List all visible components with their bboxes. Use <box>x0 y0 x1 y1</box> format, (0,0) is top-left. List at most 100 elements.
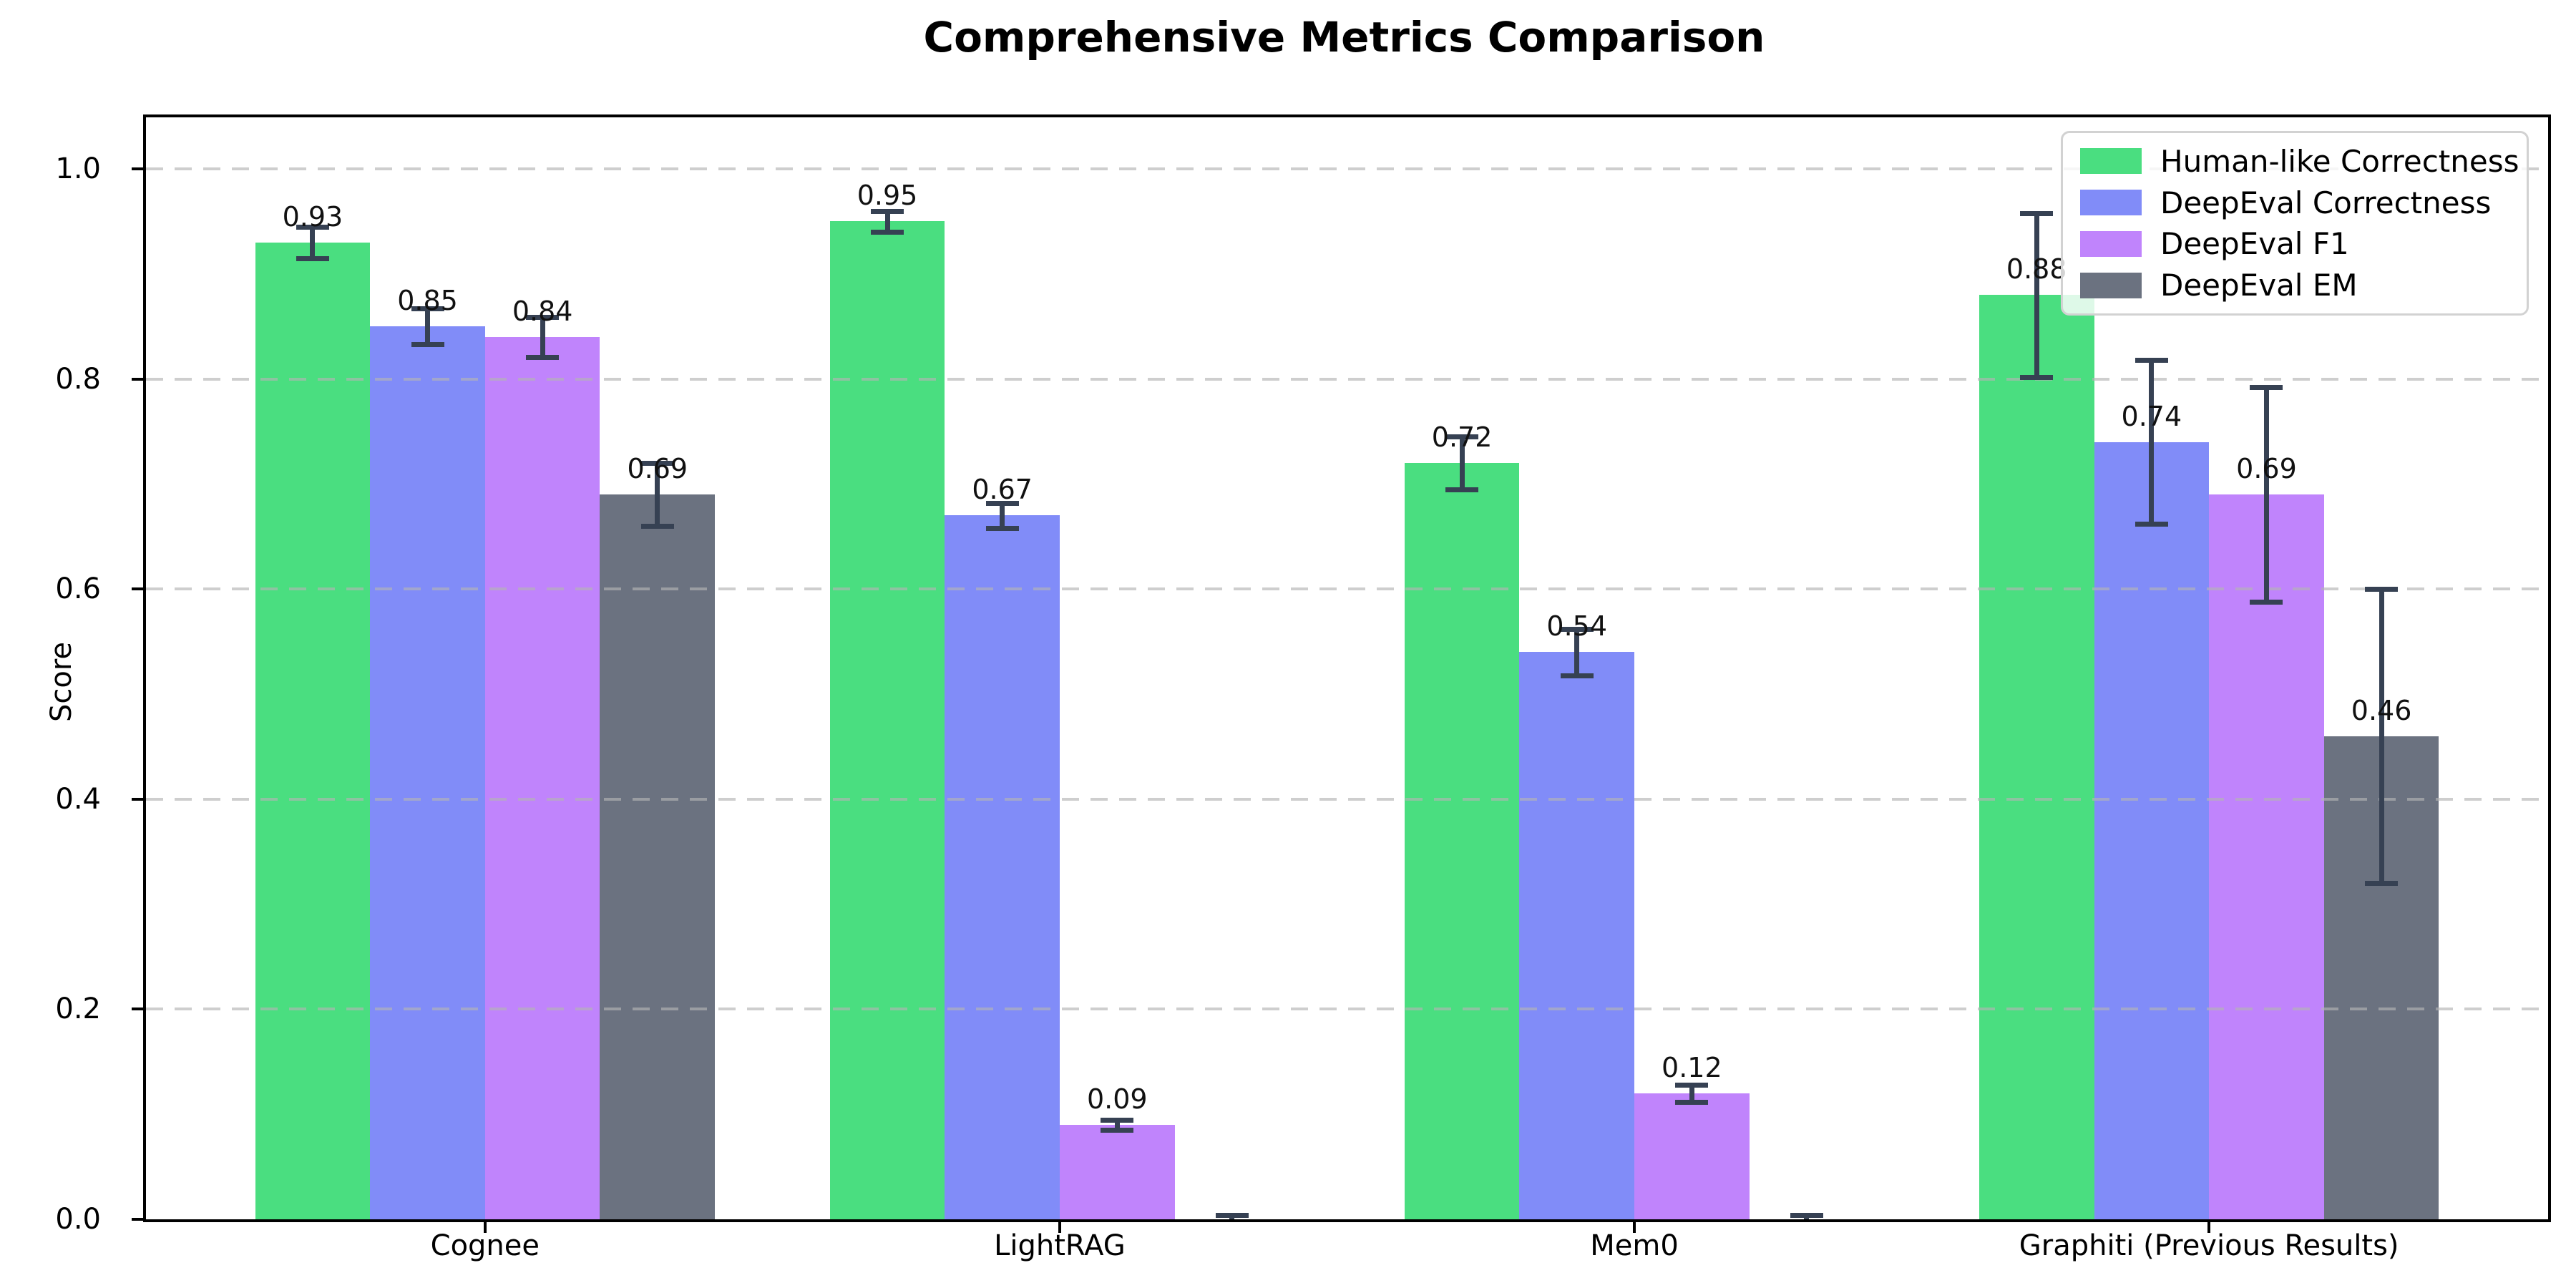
error-bar-cap-bottom <box>2250 599 2283 605</box>
error-bar <box>884 210 890 233</box>
error-bar-cap-top <box>296 224 329 230</box>
bar-value-label: 0.84 <box>512 295 573 327</box>
error-bar-cap-top <box>640 460 674 466</box>
x-tick-label-3: Mem0 <box>1590 1229 1679 1262</box>
error-bar <box>2263 387 2269 602</box>
bar <box>1059 1124 1175 1219</box>
bar-value-label: 0.85 <box>397 285 458 317</box>
bar-value-label: 0.12 <box>1662 1051 1722 1083</box>
y-tick <box>132 377 143 381</box>
y-tick <box>132 1008 143 1011</box>
gridline-0.8 <box>146 377 2548 381</box>
x-tick <box>1633 1222 1636 1233</box>
error-bar-cap-top <box>985 500 1019 506</box>
error-bar-cap-bottom <box>1675 1099 1709 1105</box>
error-bar-cap-bottom <box>1560 673 1594 678</box>
y-tick-label: 0.0 <box>55 1203 101 1236</box>
error-bar-cap-bottom <box>296 255 329 261</box>
bar <box>370 326 485 1219</box>
gridline-1.0 <box>146 167 2548 170</box>
bar <box>1979 295 2094 1219</box>
legend-swatch-icon <box>2080 190 2142 216</box>
legend-item: DeepEval Correctness <box>2080 185 2527 220</box>
legend-item: DeepEval F1 <box>2080 226 2527 261</box>
legend-label: Human-like Correctness <box>2160 143 2519 179</box>
bar <box>945 515 1060 1219</box>
y-tick <box>132 797 143 801</box>
legend-swatch-icon <box>2080 272 2142 298</box>
error-bar <box>425 308 431 345</box>
y-tick <box>132 167 143 170</box>
gridline-0.4 <box>146 797 2548 801</box>
error-bar <box>540 316 545 357</box>
bar-value-label: 0.54 <box>1546 610 1608 643</box>
error-bar-cap-top <box>2135 358 2168 364</box>
error-bar-cap-top <box>526 314 560 320</box>
error-bar <box>1459 436 1465 489</box>
error-bar-cap-top <box>1675 1083 1709 1088</box>
error-bar-cap-top <box>2250 385 2283 391</box>
legend-swatch-icon <box>2080 230 2142 257</box>
error-bar-cap-bottom <box>640 524 674 530</box>
legend-swatch-icon <box>2080 148 2142 175</box>
x-tick-label-2: LightRAG <box>994 1229 1126 1262</box>
error-bar-cap-top <box>1101 1117 1134 1123</box>
bar-value-label: 0.93 <box>282 200 343 233</box>
error-bar-cap-bottom <box>411 342 444 348</box>
bar-value-label: 0.67 <box>972 474 1033 506</box>
error-bar-cap-top <box>2020 210 2054 216</box>
error-bar-cap-top <box>1560 626 1594 632</box>
bar-value-label: 0.95 <box>857 180 918 212</box>
legend-label: DeepEval Correctness <box>2160 185 2492 220</box>
error-bar-cap-bottom <box>526 354 560 360</box>
bar <box>255 242 371 1219</box>
y-tick-label: 0.8 <box>55 362 101 396</box>
bar <box>1634 1093 1750 1219</box>
error-bar-cap-bottom <box>2365 881 2399 887</box>
error-bar-cap-bottom <box>1445 487 1479 492</box>
bar <box>829 221 945 1219</box>
error-bar <box>2149 360 2155 525</box>
bar <box>1519 652 1635 1219</box>
legend-label: DeepEval EM <box>2160 268 2358 303</box>
legend: Human-like Correctness DeepEval Correctne… <box>2061 131 2529 316</box>
error-bar-cap-top <box>1215 1213 1249 1219</box>
bar <box>484 336 600 1219</box>
error-bar-cap-bottom <box>871 230 904 235</box>
x-tick <box>2207 1222 2211 1233</box>
error-bar <box>310 226 316 258</box>
y-axis-title: Score <box>45 641 79 723</box>
legend-item: DeepEval EM <box>2080 268 2527 303</box>
gridline-0.2 <box>146 1008 2548 1011</box>
legend-item: Human-like Correctness <box>2080 144 2527 179</box>
x-tick <box>483 1222 487 1233</box>
y-tick-label: 0.6 <box>55 572 101 606</box>
x-tick-label-4: Graphiti (Previous Results) <box>2019 1229 2399 1262</box>
bar <box>600 494 716 1219</box>
chart-title: Comprehensive Metrics Comparison <box>923 13 1765 62</box>
y-tick <box>132 1218 143 1221</box>
error-bar-cap-bottom <box>2020 374 2054 380</box>
error-bar <box>1114 1119 1120 1131</box>
error-bar <box>2034 213 2039 377</box>
bar-value-label: 0.88 <box>2006 253 2067 286</box>
error-bar-cap-top <box>1790 1213 1823 1219</box>
error-bar-cap-bottom <box>2135 522 2168 527</box>
x-tick-label-1: Cognee <box>430 1229 540 1262</box>
bar <box>1404 463 1520 1219</box>
error-bar <box>2379 589 2384 884</box>
error-bar <box>655 462 660 527</box>
bar-value-label: 0.72 <box>1431 421 1493 453</box>
gridline-0.6 <box>146 587 2548 591</box>
error-bar-cap-bottom <box>985 526 1019 531</box>
y-tick <box>132 587 143 591</box>
bar <box>2209 494 2324 1219</box>
bar-value-label: 0.69 <box>2236 453 2297 485</box>
error-bar-cap-top <box>871 208 904 214</box>
bar <box>2094 441 2210 1219</box>
bar-value-label: 0.74 <box>2121 400 2182 432</box>
y-tick-label: 0.4 <box>55 782 101 816</box>
bar-value-label: 0.46 <box>2351 694 2412 726</box>
error-bar <box>1689 1085 1694 1102</box>
error-bar-cap-top <box>411 306 444 312</box>
